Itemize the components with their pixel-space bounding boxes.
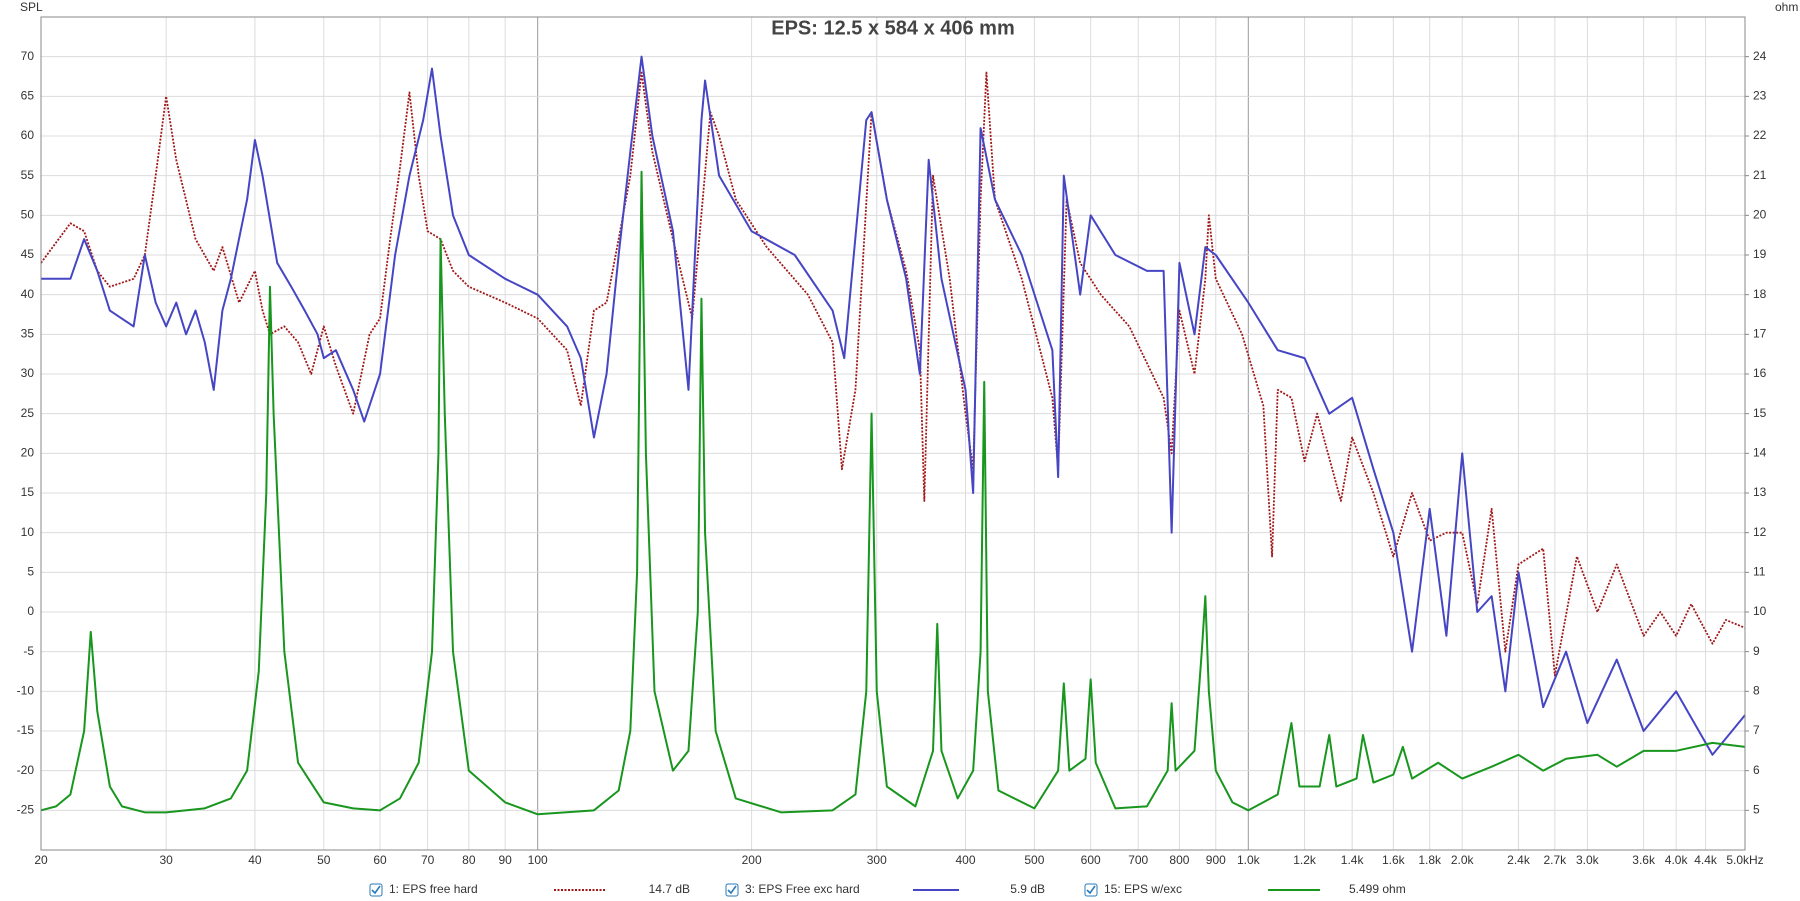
- y2-tick-label: 19: [1753, 247, 1767, 261]
- y-tick-label: 50: [21, 208, 35, 222]
- y2-tick-label: 7: [1753, 723, 1760, 737]
- x-tick-label: 900: [1206, 853, 1226, 867]
- y-tick-label: 20: [21, 446, 35, 460]
- y-tick-label: -25: [17, 803, 35, 817]
- x-tick-label: 4.0k: [1665, 853, 1689, 867]
- y-tick-label: 60: [21, 128, 35, 142]
- x-tick-label: 200: [742, 853, 762, 867]
- x-tick-label: 5.0kHz: [1726, 853, 1763, 867]
- y-tick-label: -15: [17, 723, 35, 737]
- legend-check: [1086, 885, 1096, 895]
- y2-tick-label: 17: [1753, 327, 1767, 341]
- y2-tick-label: 20: [1753, 208, 1767, 222]
- x-tick-label: 1.6k: [1382, 853, 1406, 867]
- y-tick-label: 0: [27, 604, 34, 618]
- x-tick-label: 50: [317, 853, 331, 867]
- series-line: [41, 55, 1746, 756]
- y-tick-label: -10: [17, 684, 35, 698]
- y-tick-label: 35: [21, 327, 35, 341]
- x-tick-label: 2.4k: [1507, 853, 1531, 867]
- legend-checkbox[interactable]: [1084, 883, 1098, 897]
- x-tick-label: 30: [159, 853, 173, 867]
- chart-title: EPS: 12.5 x 584 x 406 mm: [771, 17, 1015, 39]
- x-tick-label: 700: [1128, 853, 1148, 867]
- x-tick-label: 300: [867, 853, 887, 867]
- y2-tick-label: 10: [1753, 604, 1767, 618]
- x-tick-label: 1.8k: [1418, 853, 1442, 867]
- legend: 1: EPS free hard 14.7 dB 3: EPS Free exc h…: [369, 882, 1406, 897]
- y-axis-label: SPL: [20, 0, 43, 14]
- x-tick-label: 400: [956, 853, 976, 867]
- y-tick-label: -20: [17, 763, 35, 777]
- y2-tick-label: 21: [1753, 168, 1767, 182]
- legend-level: 14.7 dB: [649, 882, 690, 896]
- y2-tick-label: 16: [1753, 366, 1767, 380]
- y-tick-label: 30: [21, 366, 35, 380]
- y2-axis-label: ohm: [1775, 0, 1798, 14]
- y2-tick-label: 6: [1753, 763, 1760, 777]
- x-tick-label: 3.6k: [1632, 853, 1656, 867]
- y-tick-label: 45: [21, 247, 35, 261]
- plot: [40, 55, 1746, 816]
- x-tick-label: 60: [373, 853, 387, 867]
- y-tick-label: 70: [21, 49, 35, 63]
- y-tick-label: 25: [21, 406, 35, 420]
- y2-tick-label: 9: [1753, 644, 1760, 658]
- y2-tick-label: 11: [1753, 565, 1766, 579]
- y2-tick-label: 13: [1753, 485, 1767, 499]
- x-tick-label: 2.0k: [1451, 853, 1475, 867]
- y2-tick-label: 24: [1753, 49, 1767, 63]
- series-line: [40, 170, 1746, 816]
- y2-tick-label: 15: [1753, 406, 1767, 420]
- y-tick-label: 65: [21, 89, 35, 103]
- legend-level: 5.9 dB: [1010, 882, 1045, 896]
- legend-name: 3: EPS Free exc hard: [745, 882, 860, 896]
- x-tick-label: 40: [248, 853, 262, 867]
- y-tick-label: 55: [21, 168, 35, 182]
- y-tick-label: 15: [21, 485, 35, 499]
- legend-name: 1: EPS free hard: [389, 882, 478, 896]
- y2-tick-label: 23: [1753, 89, 1767, 103]
- x-tick-label: 100: [528, 853, 548, 867]
- plot-frame: [40, 16, 1746, 851]
- x-tick-label: 1.0k: [1237, 853, 1261, 867]
- x-tick-label: 80: [462, 853, 476, 867]
- y2-tick-label: 5: [1753, 803, 1760, 817]
- y2-tick-label: 18: [1753, 287, 1767, 301]
- legend-checkbox[interactable]: [369, 883, 383, 897]
- y2-tick-label: 14: [1753, 446, 1767, 460]
- y2-tick-label: 8: [1753, 684, 1760, 698]
- y-tick-label: 5: [27, 565, 34, 579]
- y-tick-label: 10: [21, 525, 35, 539]
- x-tick-label: 500: [1024, 853, 1044, 867]
- legend-check: [371, 885, 381, 895]
- legend-check: [727, 885, 737, 895]
- x-tick-label: 2.7k: [1543, 853, 1567, 867]
- y2-tick-label: 22: [1753, 128, 1767, 142]
- x-tick-label: 90: [498, 853, 512, 867]
- y2-tick-label: 12: [1753, 525, 1767, 539]
- x-tick-label: 800: [1169, 853, 1189, 867]
- legend-checkbox[interactable]: [725, 883, 739, 897]
- y-tick-label: 40: [21, 287, 35, 301]
- x-tick-label: 3.0k: [1576, 853, 1600, 867]
- legend-level: 5.499 ohm: [1349, 882, 1406, 896]
- x-tick-label: 1.2k: [1293, 853, 1317, 867]
- x-tick-label: 600: [1081, 853, 1101, 867]
- x-tick-label: 4.4k: [1694, 853, 1718, 867]
- y-tick-label: -5: [23, 644, 34, 658]
- x-tick-label: 1.4k: [1341, 853, 1365, 867]
- x-tick-label: 70: [421, 853, 435, 867]
- legend-name: 15: EPS w/exc: [1104, 882, 1182, 896]
- x-tick-label: 20: [34, 853, 48, 867]
